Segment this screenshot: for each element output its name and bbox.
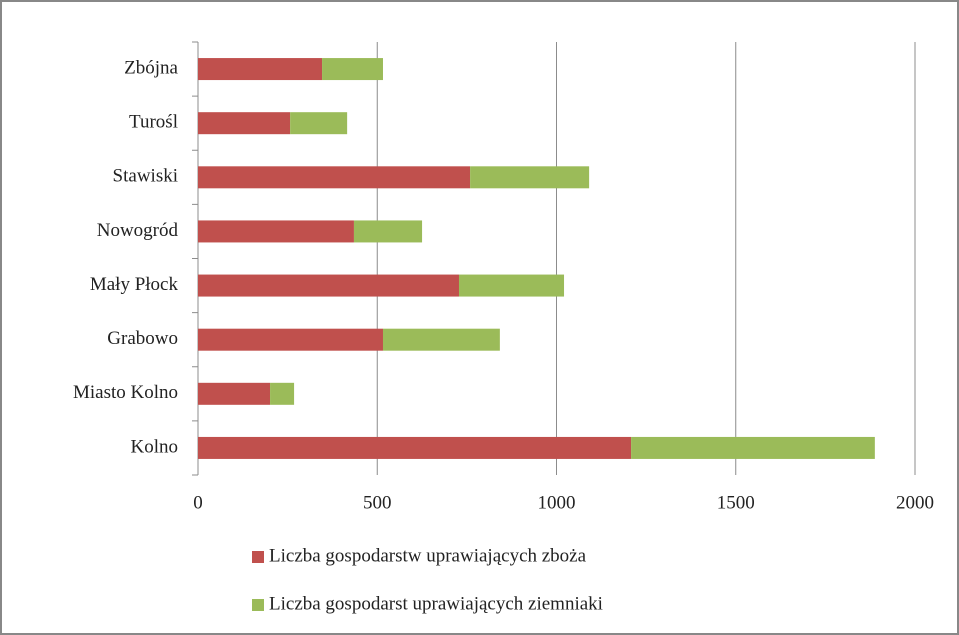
bar (198, 112, 291, 135)
bar (198, 274, 459, 297)
bar (290, 112, 348, 135)
bar (382, 328, 500, 351)
bar (353, 220, 423, 243)
x-tick-label: 500 (363, 492, 392, 513)
y-tick-label: Zbójna (124, 57, 178, 78)
x-tick-label: 0 (193, 492, 203, 513)
x-tick-label: 2000 (896, 492, 934, 513)
bar (198, 436, 632, 459)
bar (631, 436, 875, 459)
bar (458, 274, 565, 297)
y-tick-label: Stawiski (113, 166, 178, 187)
bar (198, 166, 471, 189)
bar (470, 166, 590, 189)
x-tick-label: 1000 (538, 492, 576, 513)
y-tick-label: Mały Płock (90, 274, 179, 295)
y-tick-label: Miasto Kolno (73, 382, 178, 403)
bar (198, 382, 271, 405)
legend-label: Liczba gospodarstw uprawiających zboża (269, 545, 587, 566)
bar (322, 58, 383, 81)
y-tick-label: Turośl (129, 112, 178, 133)
legend-label: Liczba gospodarst uprawiających ziemniak… (269, 593, 603, 614)
y-tick-label: Grabowo (107, 328, 178, 349)
bar (198, 58, 323, 81)
legend-swatch (252, 599, 264, 611)
y-tick-label: Nowogród (97, 220, 179, 241)
x-tick-label: 1500 (717, 492, 755, 513)
legend-swatch (252, 551, 264, 563)
bar (198, 220, 354, 243)
bar (198, 328, 383, 351)
y-tick-label: Kolno (131, 436, 179, 457)
bar (270, 382, 295, 405)
